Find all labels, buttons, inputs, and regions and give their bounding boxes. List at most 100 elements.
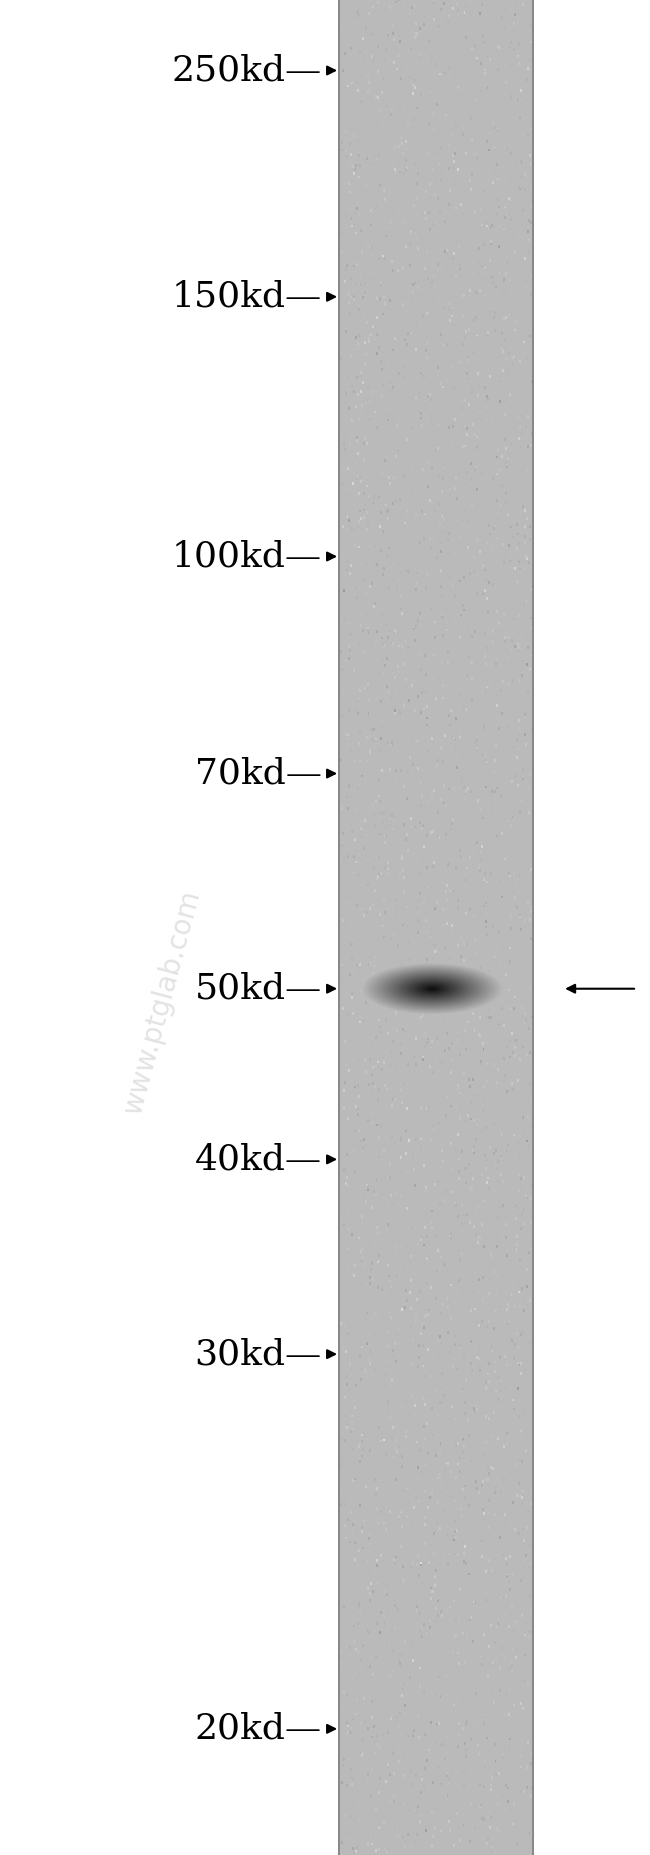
Bar (469, 840, 471, 844)
Bar (454, 1553, 456, 1556)
Bar (344, 1642, 346, 1644)
Bar (484, 1599, 486, 1603)
Bar (489, 276, 491, 278)
Bar (415, 1261, 417, 1265)
Bar (374, 429, 376, 430)
Bar (525, 173, 527, 176)
Bar (502, 1753, 504, 1757)
Bar (416, 1298, 418, 1300)
Bar (346, 1375, 348, 1378)
Bar (453, 968, 455, 970)
Bar (356, 595, 358, 599)
Ellipse shape (395, 976, 470, 1002)
Ellipse shape (370, 966, 495, 1011)
Bar (344, 1324, 346, 1326)
Bar (526, 1527, 528, 1529)
Bar (424, 1829, 426, 1833)
Bar (344, 1645, 346, 1649)
Bar (526, 1786, 528, 1788)
Bar (382, 788, 384, 790)
Bar (510, 928, 512, 929)
Bar (452, 425, 454, 429)
Bar (522, 1117, 524, 1119)
Bar (386, 510, 388, 512)
Bar (368, 72, 370, 76)
Bar (361, 636, 363, 640)
Bar (529, 1631, 531, 1634)
Bar (389, 1219, 391, 1222)
Bar (506, 1363, 508, 1367)
Bar (400, 1245, 402, 1248)
Bar (405, 1130, 407, 1132)
Bar (482, 915, 484, 918)
Bar (380, 1031, 382, 1033)
Bar (478, 644, 480, 646)
Bar (364, 1720, 366, 1723)
Bar (478, 1783, 480, 1786)
Bar (387, 636, 389, 638)
Bar (396, 733, 398, 735)
Bar (527, 1564, 529, 1566)
Bar (503, 1243, 505, 1247)
Bar (475, 382, 477, 384)
Bar (505, 492, 507, 495)
Bar (465, 30, 467, 33)
Bar (418, 1356, 420, 1360)
Bar (446, 1033, 448, 1035)
Bar (526, 356, 528, 360)
Bar (505, 462, 507, 464)
Bar (526, 1451, 528, 1454)
Bar (428, 462, 430, 464)
Bar (350, 224, 352, 228)
Bar (454, 488, 456, 490)
Bar (408, 1169, 410, 1172)
Bar (432, 223, 434, 226)
Bar (410, 1566, 411, 1569)
Bar (357, 1380, 359, 1382)
Bar (517, 1154, 519, 1156)
Bar (374, 410, 376, 414)
Bar (347, 560, 349, 562)
Bar (408, 1734, 410, 1738)
Bar (447, 651, 448, 653)
Bar (434, 1183, 436, 1185)
Bar (467, 1417, 469, 1419)
Bar (454, 1499, 456, 1503)
Bar (486, 56, 488, 58)
Bar (466, 1213, 468, 1215)
Bar (363, 981, 365, 983)
Bar (444, 221, 446, 223)
Bar (515, 824, 517, 827)
Bar (474, 1825, 476, 1829)
Bar (358, 1085, 359, 1087)
Bar (402, 1836, 404, 1838)
Bar (503, 289, 505, 291)
Bar (346, 163, 348, 167)
Bar (406, 1554, 408, 1556)
Bar (380, 469, 382, 471)
Bar (426, 1849, 428, 1853)
Bar (430, 1044, 432, 1046)
Bar (384, 295, 385, 299)
Bar (369, 955, 370, 959)
Bar (526, 556, 528, 560)
Bar (503, 317, 505, 321)
Bar (437, 1599, 439, 1603)
Bar (447, 629, 448, 631)
Bar (371, 56, 373, 58)
Bar (497, 69, 499, 70)
Bar (391, 1436, 393, 1439)
Bar (478, 866, 480, 870)
Bar (372, 6, 374, 7)
Bar (423, 844, 425, 848)
Bar (364, 1401, 366, 1402)
Bar (528, 1671, 530, 1675)
Bar (359, 1130, 361, 1132)
Bar (356, 1679, 358, 1681)
Bar (424, 1490, 426, 1493)
Bar (500, 981, 502, 985)
Bar (489, 58, 491, 61)
Bar (370, 380, 372, 384)
Bar (346, 493, 348, 497)
Bar (502, 1026, 504, 1030)
